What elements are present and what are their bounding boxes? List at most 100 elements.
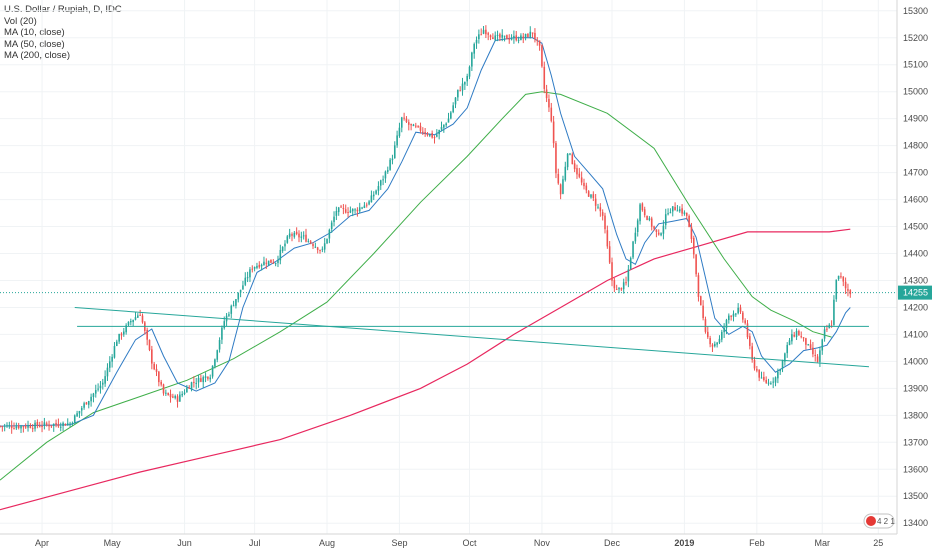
candle-body: [562, 179, 564, 194]
candle-body: [604, 215, 606, 230]
candle-body: [737, 307, 739, 314]
candle-body: [487, 33, 490, 35]
candle-body: [571, 154, 574, 165]
candle-body: [342, 208, 345, 210]
time-axis[interactable]: Apr May Jun Jul Aug Sep Oct Nov Dec 2019 Feb Mar 25: [0, 533, 897, 548]
candle-body: [111, 356, 113, 362]
candle-body: [735, 313, 737, 315]
time-tick-label: Nov: [534, 538, 551, 548]
price-tick-label: 14900: [903, 114, 928, 124]
candle-body: [172, 396, 174, 398]
candle-body: [73, 415, 76, 424]
legend-ma50: MA (50, close): [4, 38, 65, 50]
price-tick-label: 14200: [903, 302, 928, 312]
candle-body: [323, 243, 326, 250]
price-tick-label: 13500: [903, 491, 928, 501]
candle-body: [302, 235, 305, 237]
candle-body: [99, 385, 102, 389]
candle-body: [849, 290, 852, 295]
candle-body: [379, 180, 382, 186]
candle-body: [216, 350, 219, 360]
candle-body: [417, 125, 419, 127]
candle-body: [802, 337, 805, 339]
candle-body: [223, 321, 226, 329]
candle-body: [559, 184, 562, 195]
candle-body: [43, 422, 46, 426]
candle-body: [721, 331, 723, 340]
candle-body: [821, 339, 824, 351]
candle-body: [431, 133, 433, 138]
candle-body: [239, 289, 242, 293]
candle-body: [527, 33, 529, 38]
candle-body: [716, 342, 718, 345]
time-tick-label: Mar: [815, 538, 831, 548]
candle-body: [272, 262, 275, 264]
candle-body: [45, 423, 48, 425]
candle-body: [837, 275, 840, 280]
candle-body: [496, 34, 499, 36]
candle-body: [765, 379, 767, 383]
candle-body: [312, 243, 314, 247]
candle-body: [485, 29, 487, 35]
candle-body: [66, 423, 69, 425]
candle-body: [573, 163, 576, 170]
candle-body: [669, 212, 672, 214]
candle-body: [809, 344, 812, 348]
candle-body: [71, 422, 74, 424]
candle-body: [545, 89, 548, 99]
grid: [0, 0, 897, 534]
candle-body: [214, 359, 216, 367]
candle-body: [499, 34, 501, 38]
candle-body: [585, 185, 588, 191]
candle-body: [307, 240, 310, 242]
candle-body: [620, 288, 623, 290]
candle-body: [508, 38, 511, 40]
price-tick-label: 13700: [903, 437, 928, 447]
tradingview-logo[interactable]: 4 2 1: [863, 513, 895, 529]
candle-body: [260, 264, 263, 267]
candle-body: [482, 29, 485, 34]
candle-body: [534, 32, 536, 40]
candle-body: [333, 216, 335, 223]
candle-body: [221, 327, 223, 340]
candle-body: [713, 343, 716, 347]
candle-body: [218, 340, 221, 350]
candle-body: [419, 125, 422, 131]
candle-body: [281, 246, 284, 251]
candle-body: [97, 388, 99, 390]
candle-body: [188, 387, 191, 389]
flag-icon: [866, 516, 876, 526]
candle-body: [232, 305, 235, 307]
candle-body: [756, 368, 758, 371]
candle-body: [15, 426, 18, 429]
candle-body: [436, 134, 438, 137]
candle-body: [583, 182, 585, 187]
candle-body: [464, 81, 466, 85]
candle-body: [683, 212, 686, 214]
price-tick-label: 13600: [903, 464, 928, 474]
candle-body: [548, 98, 550, 108]
candle-body: [550, 107, 553, 121]
candle-body: [592, 194, 595, 198]
candle-body: [274, 263, 277, 265]
trendline: [74, 306, 870, 368]
time-tick-label: Jun: [177, 538, 192, 548]
candle-body: [17, 425, 20, 429]
price-axis[interactable]: 13400 13500 13600 13700 13800 13900 14000 14100…: [896, 0, 932, 534]
candle-body: [557, 173, 560, 184]
candle-body: [10, 426, 13, 429]
candle-body: [31, 428, 34, 430]
candle-body: [807, 344, 810, 346]
candle-body: [580, 177, 583, 183]
candle-body: [384, 171, 387, 179]
candle-body: [653, 226, 655, 229]
price-tick-label: 15200: [903, 33, 928, 43]
candle-body: [779, 369, 782, 372]
candle-body: [823, 329, 826, 339]
candle-body: [641, 203, 644, 211]
price-tick-label: 14800: [903, 141, 928, 151]
candle-body: [169, 393, 172, 398]
candle-body: [709, 338, 711, 345]
candle-body: [725, 319, 728, 329]
